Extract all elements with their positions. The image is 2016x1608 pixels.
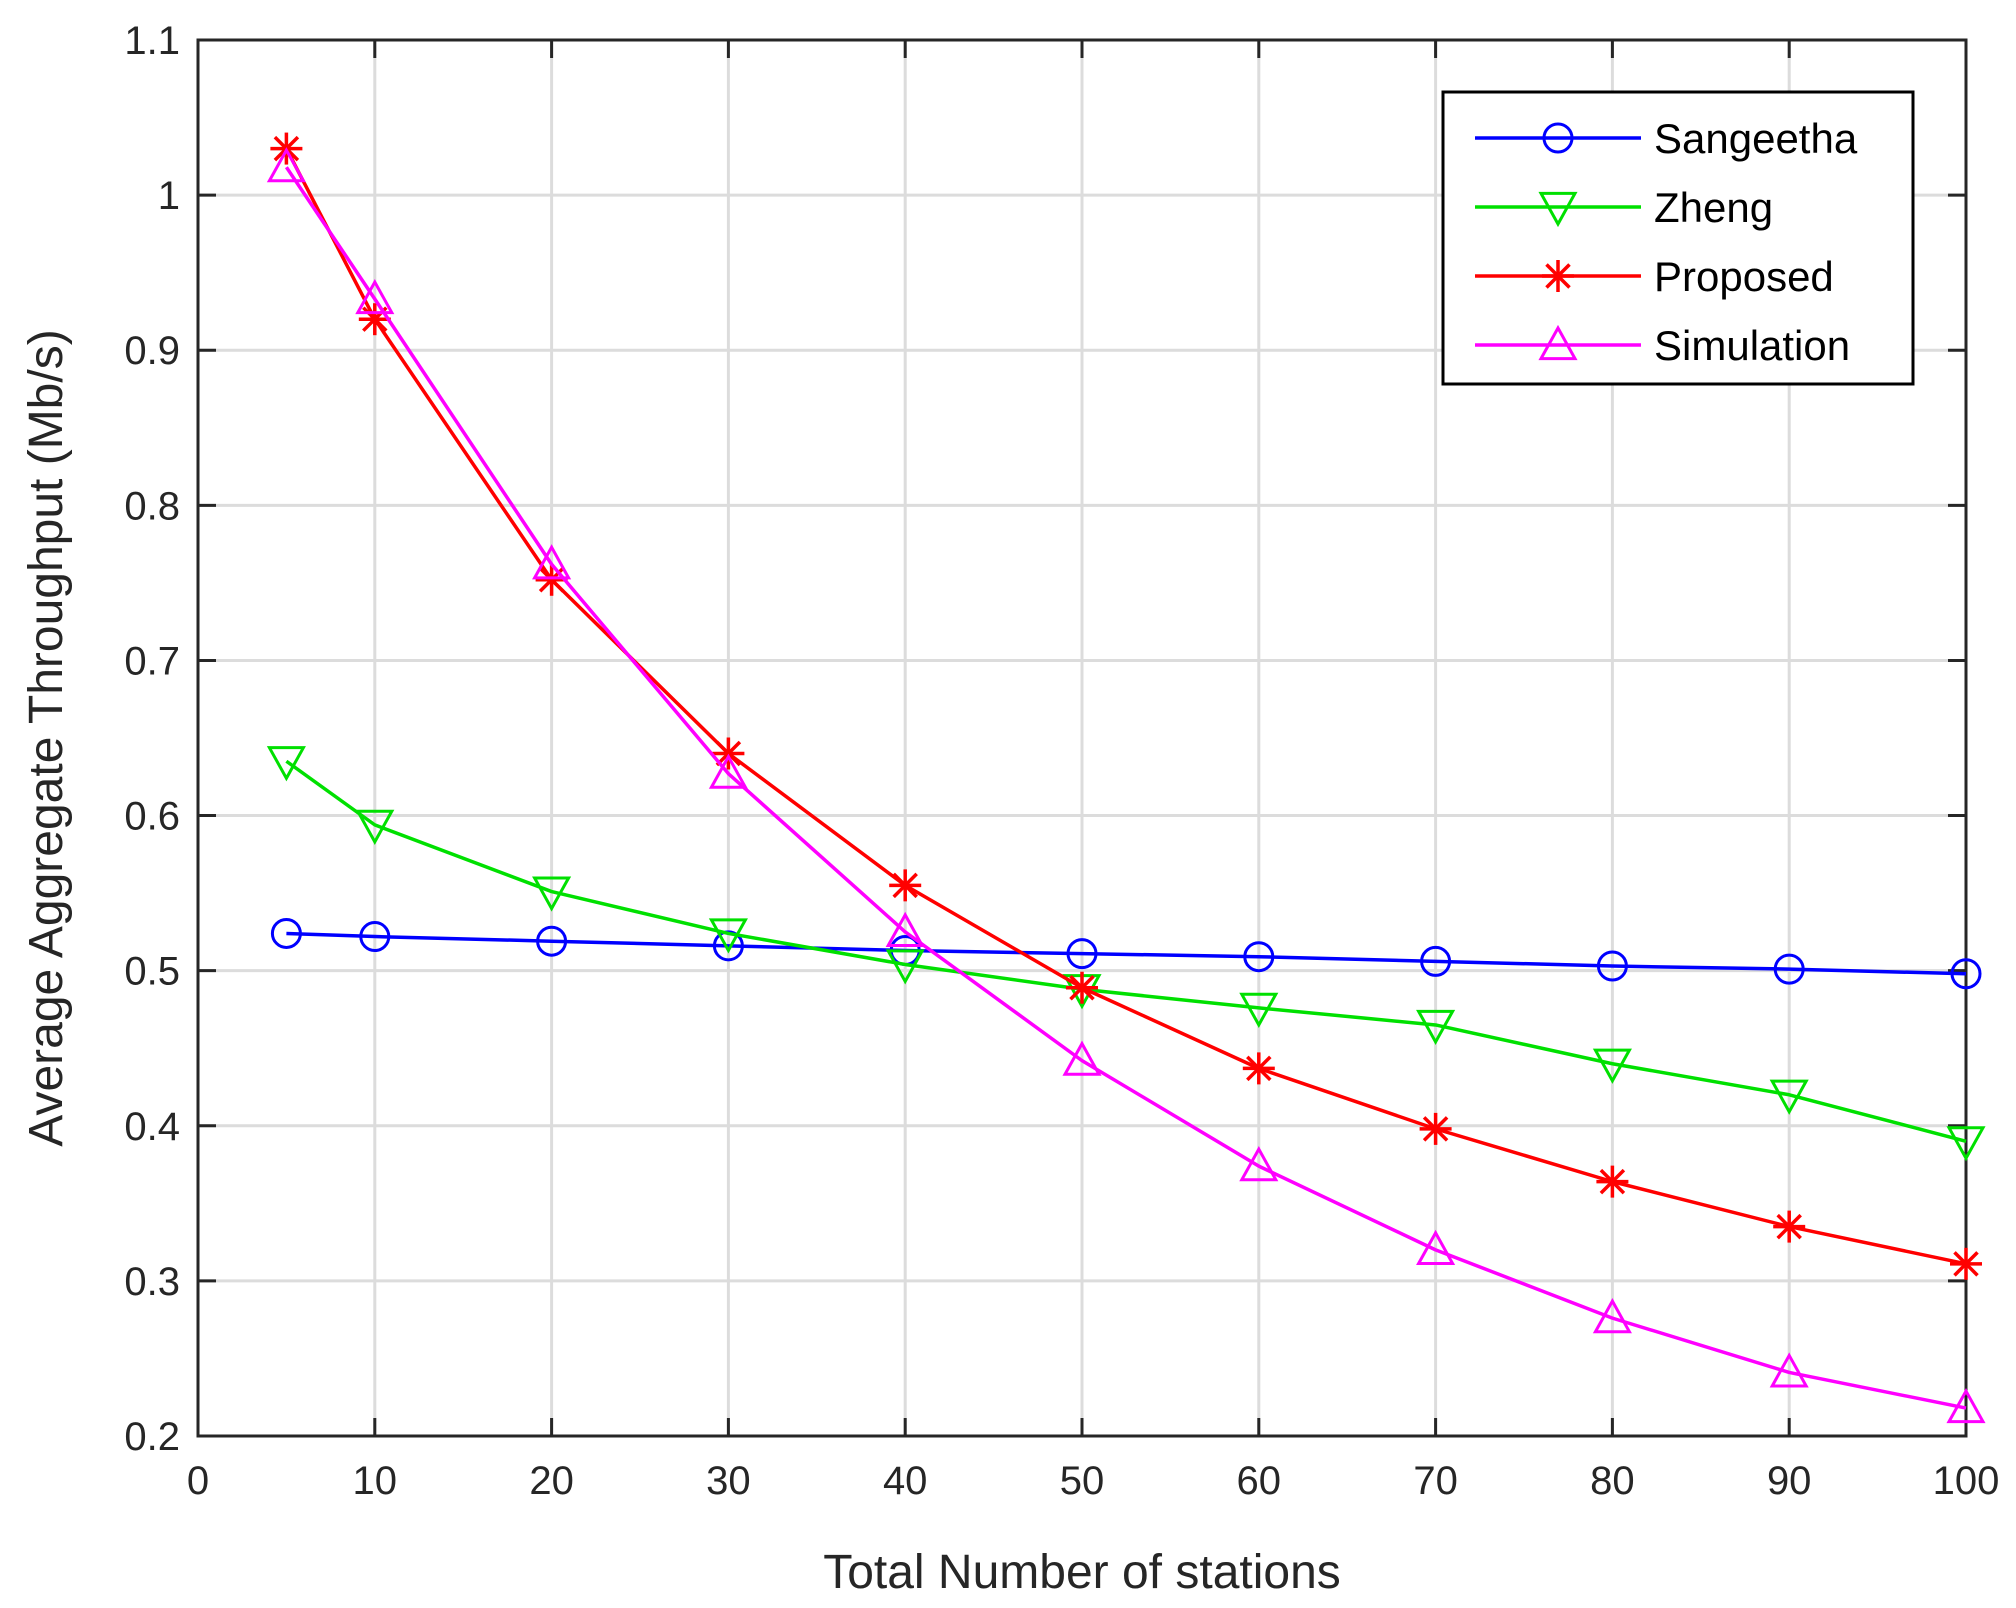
legend-item-simulation: Simulation: [1475, 322, 1850, 369]
x-tick-label: 100: [1933, 1459, 2000, 1503]
series-sangeetha: [270, 917, 1982, 990]
data-point-sangeetha: [1243, 941, 1275, 973]
data-point-zheng: [532, 876, 572, 912]
legend-item-zheng: Zheng: [1475, 184, 1773, 231]
data-point-sangeetha: [1950, 958, 1982, 990]
y-tick-label: 1.1: [124, 19, 180, 63]
x-axis-title: Total Number of stations: [823, 1546, 1341, 1599]
data-point-proposed: [1773, 1210, 1806, 1243]
legend-marker-zheng: [1538, 191, 1578, 228]
y-tick-label: 0.6: [124, 795, 180, 839]
legend: Sangeetha Zheng Proposed Simulation: [1441, 90, 1915, 386]
x-tick-label: 50: [1060, 1459, 1105, 1503]
legend-label-simulation: Simulation: [1654, 322, 1850, 369]
legend-item-proposed: Proposed: [1475, 253, 1834, 300]
data-point-zheng: [355, 809, 395, 845]
legend-marker-sangeetha: [1542, 122, 1574, 154]
y-tick-label: 0.2: [124, 1415, 180, 1459]
y-tick-label: 1: [158, 174, 180, 218]
data-point-proposed: [712, 737, 745, 770]
data-point-sangeetha: [1596, 950, 1628, 982]
y-tick-label: 0.9: [124, 329, 180, 373]
series-proposed: [270, 132, 1982, 1280]
legend-label-proposed: Proposed: [1654, 253, 1834, 300]
data-point-sangeetha: [536, 925, 568, 957]
data-point-simulation: [708, 753, 748, 789]
data-point-zheng: [266, 746, 306, 782]
x-tick-label: 10: [353, 1459, 398, 1503]
data-point-proposed: [535, 563, 568, 596]
data-point-zheng: [1416, 1009, 1456, 1046]
legend-marker-simulation: [1538, 324, 1578, 361]
data-point-simulation: [1239, 1146, 1279, 1182]
data-point-simulation: [1769, 1352, 1809, 1388]
x-tick-label: 40: [883, 1459, 928, 1503]
x-tick-label: 0: [187, 1459, 209, 1503]
x-tick-label: 30: [706, 1459, 751, 1503]
y-tick-label: 0.8: [124, 484, 180, 528]
data-point-simulation: [355, 278, 395, 315]
y-axis-title: Average Aggregate Throughput (Mb/s): [20, 329, 73, 1146]
data-point-proposed: [1419, 1112, 1452, 1145]
data-point-simulation: [885, 911, 925, 947]
data-point-zheng: [708, 918, 748, 954]
data-point-zheng: [1769, 1079, 1809, 1115]
axis-ticks: 0 10 20 30 40 50 60 70 80 90 100 0.2 0.3 0.4 0.5 0.6 0.7…: [124, 19, 1999, 1503]
data-point-simulation: [532, 544, 572, 580]
data-point-sangeetha: [1773, 953, 1805, 985]
data-point-sangeetha: [1066, 938, 1098, 970]
data-point-zheng: [885, 949, 925, 985]
data-point-zheng: [1946, 1126, 1986, 1162]
data-point-simulation: [266, 147, 306, 183]
x-tick-label: 90: [1767, 1459, 1812, 1503]
series-simulation: [266, 147, 1986, 1424]
y-tick-label: 0.5: [124, 950, 180, 994]
legend-label-zheng: Zheng: [1654, 184, 1773, 231]
data-point-proposed: [1596, 1165, 1629, 1198]
data-point-proposed: [358, 303, 391, 336]
series-line-simulation: [284, 166, 1967, 1410]
data-point-simulation: [1592, 1298, 1632, 1334]
data-point-proposed: [1950, 1247, 1982, 1280]
legend-item-sangeetha: Sangeetha: [1475, 115, 1858, 162]
series-line-sangeetha: [286, 931, 1967, 976]
data-point-simulation: [1416, 1229, 1456, 1265]
data-point-proposed: [1066, 971, 1098, 1004]
data-point-zheng: [1239, 992, 1279, 1028]
y-tick-label: 0.3: [124, 1260, 180, 1304]
data-point-sangeetha: [270, 917, 302, 949]
y-tick-label: 0.4: [124, 1105, 180, 1149]
data-point-proposed: [1242, 1052, 1275, 1085]
data-point-simulation: [1946, 1387, 1986, 1424]
y-tick-label: 0.7: [124, 639, 180, 683]
legend-label-sangeetha: Sangeetha: [1654, 115, 1858, 162]
data-point-sangeetha: [1420, 945, 1452, 977]
data-point-sangeetha: [359, 921, 391, 953]
series-group: [266, 132, 1986, 1424]
x-tick-label: 70: [1413, 1459, 1458, 1503]
x-tick-label: 60: [1237, 1459, 1282, 1503]
x-tick-label: 20: [529, 1459, 574, 1503]
data-point-simulation: [1062, 1040, 1102, 1076]
data-point-proposed: [889, 869, 922, 902]
legend-marker-proposed: [1542, 260, 1574, 292]
legend-box: [1441, 90, 1915, 386]
data-point-zheng: [1592, 1048, 1632, 1084]
x-tick-label: 80: [1590, 1459, 1635, 1503]
